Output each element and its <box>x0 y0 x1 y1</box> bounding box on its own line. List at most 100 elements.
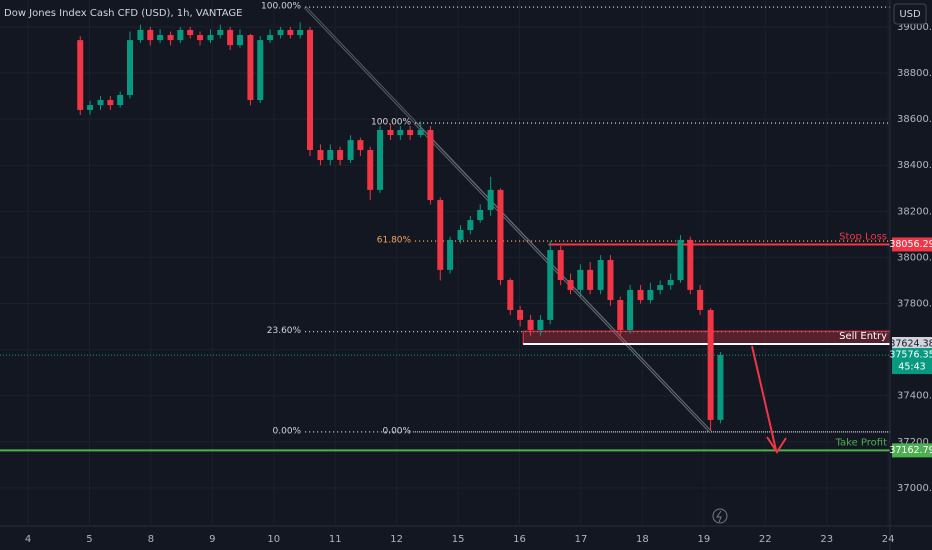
candle-body <box>217 29 224 36</box>
candle-body <box>517 309 524 320</box>
candle-body <box>377 129 384 190</box>
candle-body <box>267 35 274 41</box>
y-tick-label: 37000.00 <box>897 483 932 494</box>
candle-body <box>107 100 114 106</box>
candle-body <box>567 280 574 290</box>
candle-body <box>137 29 144 41</box>
x-tick-label: 12 <box>390 534 403 545</box>
candle-body <box>397 129 404 136</box>
level-name: Take Profit <box>835 437 888 448</box>
candle-body <box>677 239 684 281</box>
grid <box>0 0 890 525</box>
candle-body <box>507 280 514 310</box>
candle-body <box>197 35 204 41</box>
candle-body <box>236 35 243 46</box>
candle-body <box>207 35 214 41</box>
level-price-box <box>892 336 932 351</box>
candle-body <box>527 319 534 331</box>
level-name: Sell Entry <box>839 331 887 342</box>
candle-body <box>417 129 424 136</box>
currency-label: USD <box>899 9 921 20</box>
y-tick-label: 37400.00 <box>897 391 932 402</box>
candle-body <box>127 40 134 95</box>
candle-body <box>637 289 644 301</box>
x-tick-label: 15 <box>452 534 465 545</box>
candle-body <box>307 29 314 151</box>
candle-body <box>687 239 694 290</box>
candle-body <box>327 150 334 160</box>
fib-label: 61.80% <box>377 236 412 246</box>
candle-body <box>667 280 674 286</box>
candle-body <box>97 100 104 106</box>
x-tick-label: 19 <box>697 534 710 545</box>
x-tick-label: 16 <box>513 534 526 545</box>
candle-body <box>707 309 714 420</box>
candle-body <box>547 250 554 320</box>
fib-label: 100.00% <box>261 2 301 12</box>
y-tick-label: 37200.00 <box>897 437 932 448</box>
candle-body <box>297 29 304 36</box>
candle-body <box>357 140 364 151</box>
plot: 100.00% 23.60% 0.00% 100.00% 61.80% 0.00% Stop… <box>0 2 891 452</box>
fib-label: 23.60% <box>267 326 302 336</box>
candle-body <box>167 35 174 41</box>
replay-icon-bolt <box>716 510 722 523</box>
candle-body <box>467 220 474 231</box>
candle-body <box>717 354 724 420</box>
fib-label: 100.00% <box>371 118 411 128</box>
y-tick-label: 38800.00 <box>897 68 932 79</box>
level-price-box <box>892 237 932 252</box>
candle-body <box>227 29 234 46</box>
currency-button[interactable] <box>893 3 927 25</box>
candle-body <box>427 129 434 201</box>
x-tick-label: 4 <box>25 534 31 545</box>
candle-body <box>437 200 444 270</box>
candle-body <box>477 209 484 221</box>
candle-body <box>697 289 704 310</box>
candle-body <box>387 129 394 136</box>
sell-zone <box>522 330 891 345</box>
y-tick-label: 38200.00 <box>897 206 932 217</box>
candle-body <box>557 250 564 281</box>
fib-label: 0.00% <box>382 426 411 436</box>
candle-body <box>187 29 194 36</box>
candle-body <box>177 29 184 41</box>
y-tick-label: 38400.00 <box>897 160 932 171</box>
axes: 37000.0037200.0037400.0037600.0037800.00… <box>25 22 932 545</box>
fib-label: 0.00% <box>273 426 302 436</box>
candle-body <box>117 94 124 106</box>
candle-body <box>287 29 294 36</box>
candle-body <box>317 150 324 160</box>
x-tick-label: 23 <box>820 534 833 545</box>
candle-body <box>77 40 84 110</box>
current-price-box <box>892 348 932 375</box>
candle-body <box>147 29 154 41</box>
level-price: 37624.38 <box>889 338 932 349</box>
countdown: 45:43 <box>898 362 925 373</box>
candle-body <box>257 40 264 101</box>
candle-body <box>607 259 614 301</box>
candle-body <box>457 230 464 240</box>
x-tick-label: 24 <box>882 534 895 545</box>
candle-body <box>277 29 284 36</box>
y-tick-label: 39000.00 <box>897 22 932 33</box>
y-tick-label: 38000.00 <box>897 252 932 263</box>
y-tick-label: 37800.00 <box>897 299 932 310</box>
replay-icon[interactable] <box>712 508 728 524</box>
candle-body <box>337 150 344 160</box>
level-name: Stop Loss <box>839 231 887 242</box>
candle-body <box>87 105 94 110</box>
x-tick-label: 10 <box>267 534 280 545</box>
candle-body <box>487 189 494 210</box>
candle-body <box>247 35 254 101</box>
candle-body <box>447 239 454 270</box>
chart-title: Dow Jones Index Cash CFD (USD), 1h, VANT… <box>4 8 242 19</box>
x-tick-label: 8 <box>148 534 154 545</box>
candle-body <box>157 35 164 41</box>
level-price: 37162.79 <box>889 445 932 456</box>
candle-body <box>657 285 664 290</box>
level-price-box <box>892 443 932 458</box>
candle-body <box>597 259 604 290</box>
